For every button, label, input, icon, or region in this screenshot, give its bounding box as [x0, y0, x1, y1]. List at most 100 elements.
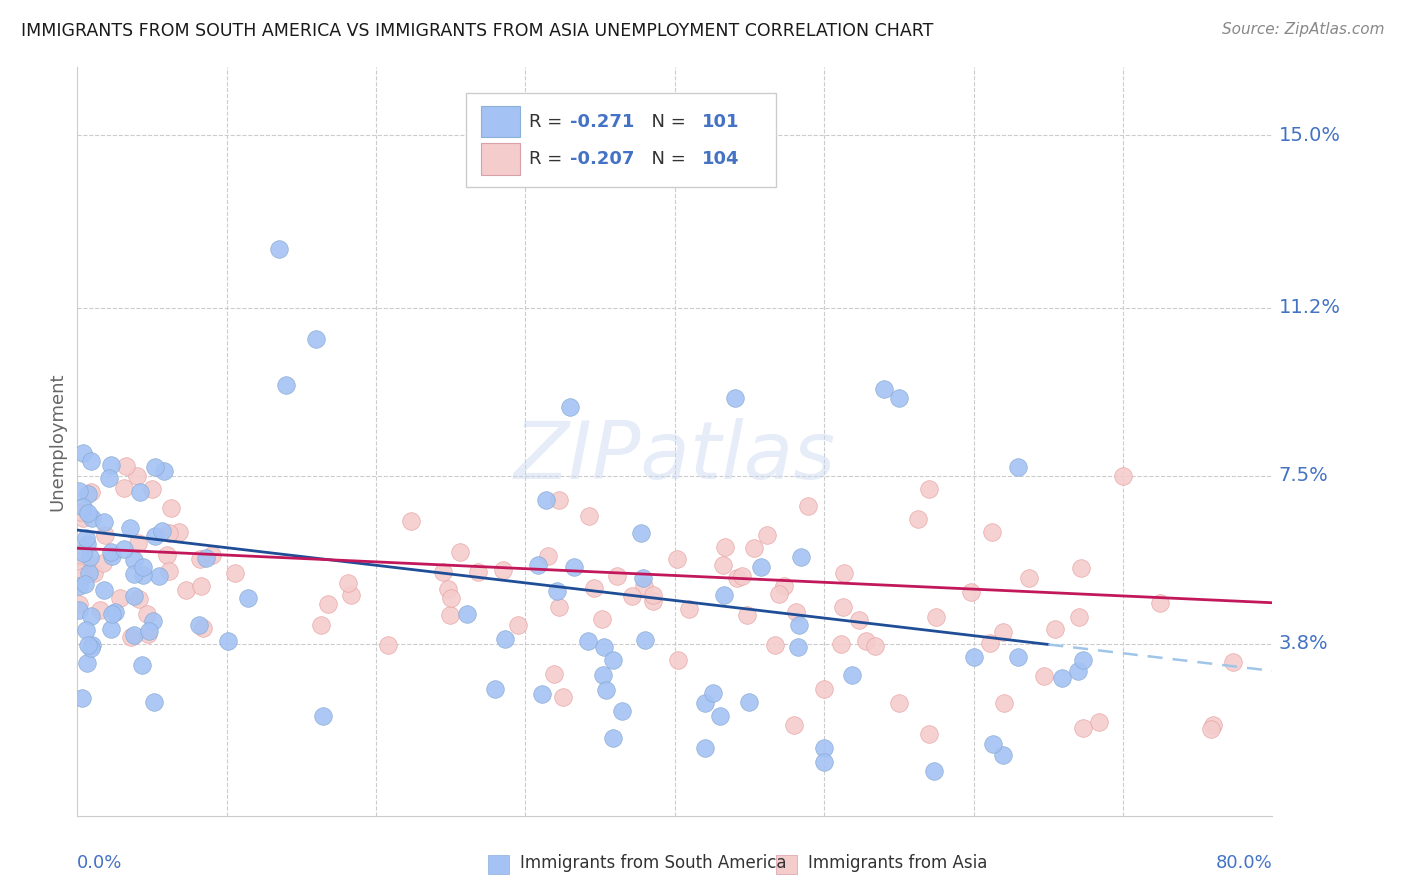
Point — [120, 630, 142, 644]
Point — [508, 617, 530, 632]
Point — [787, 640, 810, 654]
Point — [1071, 721, 1094, 735]
Point — [456, 607, 478, 621]
Point — [832, 566, 855, 580]
Point — [77, 566, 100, 581]
Point — [1033, 669, 1056, 683]
FancyBboxPatch shape — [481, 144, 520, 175]
Point — [1007, 459, 1029, 474]
Point — [1222, 655, 1244, 669]
Point — [128, 591, 150, 606]
Point — [67, 483, 90, 498]
Point — [145, 529, 167, 543]
Point — [439, 607, 461, 622]
Point — [100, 458, 122, 472]
Point — [709, 709, 731, 723]
Text: N =: N = — [640, 150, 692, 168]
Point — [190, 579, 212, 593]
Point — [981, 737, 1004, 751]
Text: R =: R = — [529, 112, 568, 130]
Point — [543, 667, 565, 681]
Point — [115, 459, 138, 474]
Bar — [488, 855, 509, 874]
Point — [633, 579, 655, 593]
Point — [190, 552, 212, 566]
Point — [641, 588, 664, 602]
Text: -0.271: -0.271 — [569, 112, 634, 130]
Point — [713, 558, 735, 573]
Point — [693, 741, 716, 756]
Point — [318, 597, 340, 611]
Point — [138, 624, 160, 638]
Text: N =: N = — [640, 112, 692, 130]
Point — [1070, 561, 1092, 575]
Point — [591, 612, 613, 626]
Point — [150, 524, 173, 538]
Point — [560, 401, 582, 415]
Point — [128, 484, 150, 499]
Point — [620, 590, 643, 604]
Point — [124, 567, 146, 582]
Point — [169, 524, 191, 539]
Point — [93, 582, 115, 597]
Point — [831, 599, 853, 614]
Point — [93, 528, 115, 542]
Point — [744, 541, 766, 555]
Point — [583, 581, 606, 595]
Text: 7.5%: 7.5% — [1278, 467, 1329, 485]
Point — [813, 755, 835, 769]
Point — [724, 392, 747, 406]
Point — [70, 570, 93, 584]
Point — [576, 634, 599, 648]
Point — [1043, 622, 1066, 636]
Point — [602, 731, 624, 745]
Point — [340, 588, 363, 602]
Point — [813, 741, 835, 756]
Point — [763, 638, 786, 652]
Point — [783, 718, 806, 732]
Point — [449, 545, 471, 559]
Point — [148, 569, 170, 583]
Point — [790, 549, 813, 564]
Text: 104: 104 — [703, 150, 740, 168]
Point — [887, 392, 910, 406]
Point — [537, 549, 560, 563]
Point — [267, 242, 290, 256]
Point — [72, 546, 94, 560]
Point — [1067, 664, 1090, 678]
Point — [595, 683, 617, 698]
Point — [73, 552, 96, 566]
Point — [592, 668, 614, 682]
Point — [76, 656, 98, 670]
Point — [467, 566, 489, 580]
Point — [80, 485, 103, 500]
Point — [143, 695, 166, 709]
Point — [75, 531, 97, 545]
Point — [855, 634, 877, 648]
Point — [1149, 596, 1171, 610]
Point — [925, 610, 948, 624]
Point — [80, 454, 103, 468]
Text: 3.8%: 3.8% — [1278, 634, 1329, 653]
Point — [132, 560, 155, 574]
Bar — [776, 855, 797, 874]
Point — [602, 653, 624, 667]
Point — [738, 695, 761, 709]
Point — [143, 459, 166, 474]
Point — [713, 588, 735, 602]
Point — [610, 704, 633, 718]
Point — [548, 600, 571, 615]
Point — [122, 628, 145, 642]
Point — [492, 563, 515, 577]
Point — [668, 653, 690, 667]
Point — [312, 709, 335, 723]
Point — [749, 559, 772, 574]
Point — [76, 506, 98, 520]
Point — [136, 627, 159, 641]
Text: 0.0%: 0.0% — [77, 854, 122, 871]
Y-axis label: Unemployment: Unemployment — [48, 372, 66, 511]
Point — [141, 482, 163, 496]
Point — [1069, 609, 1091, 624]
Point — [1018, 571, 1040, 585]
Point — [631, 571, 654, 585]
